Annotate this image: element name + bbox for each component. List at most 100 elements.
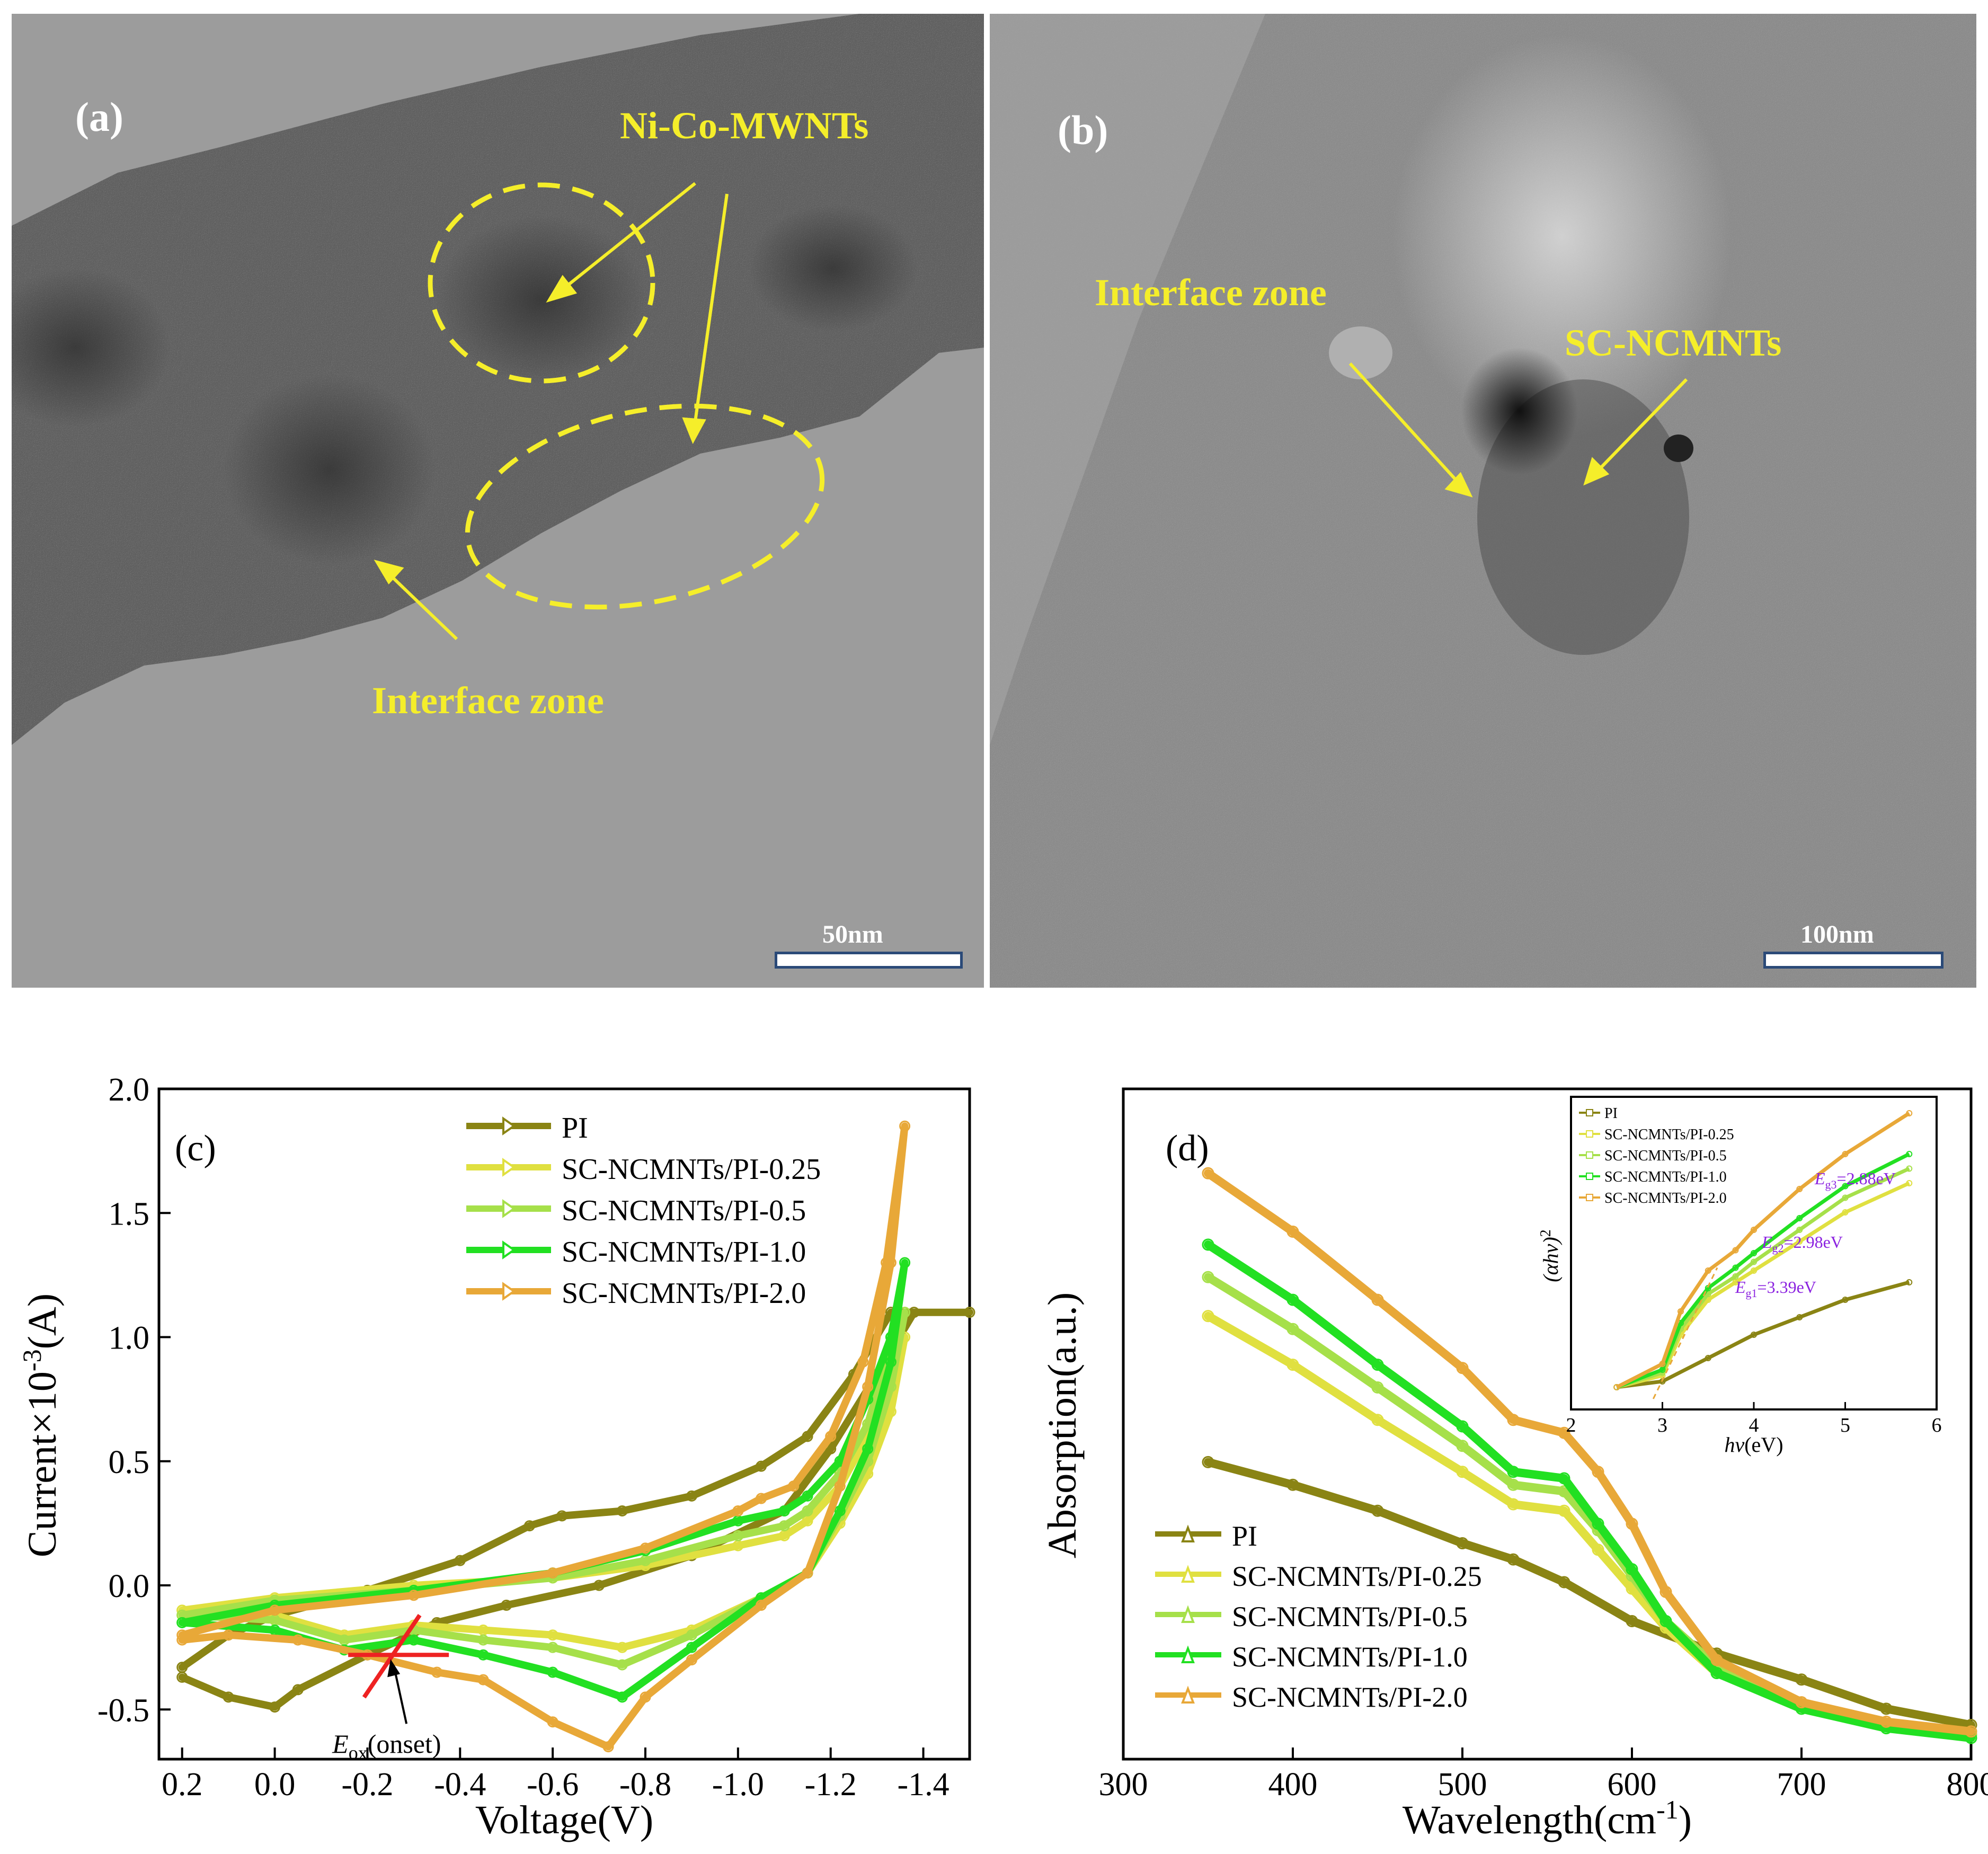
abs-point-sc-ncmnts-pi-0-25: [1558, 1504, 1570, 1517]
cv-point-sc-ncmnts-pi-2-0: [756, 1493, 767, 1504]
cv-point-pi: [593, 1580, 605, 1591]
inset-point-sc-ncmnts-pi-0-5: [1732, 1273, 1739, 1280]
inset-point-sc-ncmnts-pi-2-0: [1751, 1227, 1757, 1233]
inset-legend-marker: [1586, 1194, 1593, 1201]
abs-point-sc-ncmnts-pi-2-0: [1456, 1362, 1469, 1374]
cv-point-sc-ncmnts-pi-1-0: [477, 1649, 489, 1661]
cv-point-pi: [176, 1671, 188, 1683]
cv-point-sc-ncmnts-pi-1-0: [802, 1490, 813, 1502]
cv-y-tick-label: 1.5: [109, 1196, 150, 1232]
abs-point-sc-ncmnts-pi-0-25: [1371, 1414, 1384, 1426]
bandgap-label: Eg2=2.98eV: [1761, 1232, 1843, 1255]
cv-y-tick-label: 2.0: [109, 1072, 150, 1108]
abs-series-sc-ncmnts-pi-1-0: [1204, 1240, 1975, 1742]
abs-point-sc-ncmnts-pi-2-0: [1286, 1226, 1299, 1238]
abs-point-pi: [1795, 1673, 1808, 1686]
inset-series-sc-ncmnts-pi-1-0: [1616, 1152, 1910, 1389]
tauc-inset: 2 3 4 5 6 PI SC-NCMNTs/PI-0.25 SC-NCMNTs/PI-0.…: [1538, 1096, 1942, 1457]
inset-point-sc-ncmnts-pi-2-0: [1732, 1247, 1739, 1254]
cv-point-sc-ncmnts-pi-2-0: [825, 1431, 837, 1442]
abs-point-pi: [1371, 1504, 1384, 1517]
abs-legend-marker: [1181, 1645, 1195, 1663]
inset-point-sc-ncmnts-pi-2-0: [1842, 1151, 1849, 1157]
scale-bar-label-b: 100nm: [1800, 920, 1874, 948]
cv-point-sc-ncmnts-pi-1-0: [885, 1356, 897, 1368]
bandgap-label: Eg3=2.88eV: [1814, 1169, 1896, 1191]
abs-point-sc-ncmnts-pi-1-0: [1558, 1472, 1570, 1485]
inset-point-pi: [1796, 1314, 1803, 1320]
cv-point-sc-ncmnts-pi-2-0: [292, 1634, 304, 1646]
eox-onset-label: Eox(onset): [332, 1729, 441, 1763]
inset-x-tick-label: 4: [1749, 1414, 1759, 1436]
cv-point-sc-ncmnts-pi-2-0: [802, 1567, 813, 1579]
eox-tail: (onset): [368, 1729, 441, 1759]
cv-point-pi: [686, 1490, 697, 1502]
inset-y-axis-title: (αhν)2: [1538, 1229, 1563, 1282]
abs-legend-marker: [1181, 1605, 1195, 1623]
cv-x-tick-label: -0.2: [341, 1767, 393, 1803]
abs-point-sc-ncmnts-pi-2-0: [1558, 1426, 1570, 1439]
inset-point-sc-ncmnts-pi-1-0: [1906, 1151, 1913, 1157]
inset-point-sc-ncmnts-pi-2-0: [1705, 1267, 1711, 1274]
inset-legend-marker: [1586, 1151, 1593, 1159]
inset-x-tick-label: 5: [1840, 1414, 1850, 1436]
cv-series-sc-ncmnts-pi-0-5: [178, 1308, 909, 1669]
abs-legend-label: PI: [1232, 1520, 1257, 1552]
bandgap-main: E: [1735, 1278, 1746, 1297]
cv-point-sc-ncmnts-pi-0-5: [547, 1642, 558, 1653]
abs-point-sc-ncmnts-pi-2-0: [1659, 1585, 1672, 1598]
cv-point-sc-ncmnts-pi-2-0: [899, 1120, 911, 1132]
cv-point-sc-ncmnts-pi-2-0: [477, 1674, 489, 1686]
bandgap-sub: g3: [1825, 1178, 1837, 1191]
cv-series-sc-ncmnts-pi-2-0: [178, 1122, 909, 1751]
abs-point-sc-ncmnts-pi-1-0: [1626, 1563, 1638, 1575]
cv-point-sc-ncmnts-pi-2-0: [732, 1505, 744, 1516]
cv-point-sc-ncmnts-pi-2-0: [176, 1634, 188, 1646]
cv-point-sc-ncmnts-pi-0-5: [686, 1629, 697, 1641]
bandgap-main: E: [1761, 1232, 1772, 1252]
cv-point-sc-ncmnts-pi-0-5: [616, 1659, 628, 1671]
abs-x-axis-title-exp: -1: [1656, 1795, 1679, 1824]
cv-y-tick-label: -0.5: [97, 1692, 149, 1728]
abs-x-axis-title: Wavelength(cm-1): [1403, 1795, 1692, 1842]
abs-y-axis-title: Absorption(a.u.): [1040, 1292, 1085, 1558]
eox-onset-annotation: Eox(onset): [332, 1613, 449, 1763]
inset-point-sc-ncmnts-pi-2-0: [1796, 1186, 1803, 1192]
scale-bar-b: [1763, 952, 1943, 969]
eox-main: E: [332, 1729, 349, 1759]
cv-point-sc-ncmnts-pi-2-0: [176, 1629, 188, 1641]
inset-legend-label: PI: [1604, 1105, 1618, 1122]
cv-point-sc-ncmnts-pi-1-0: [616, 1691, 628, 1703]
inset-point-pi: [1705, 1355, 1711, 1361]
abs-x-axis-title-prefix: Wavelength(cm: [1403, 1798, 1656, 1842]
cv-point-sc-ncmnts-pi-2-0: [269, 1604, 281, 1616]
abs-panel-label: (d): [1166, 1128, 1209, 1169]
abs-plot-frame: [1122, 1087, 1973, 1761]
cv-point-pi: [756, 1460, 767, 1472]
cv-point-sc-ncmnts-pi-1-0: [834, 1505, 846, 1516]
abs-point-sc-ncmnts-pi-1-0: [1592, 1518, 1604, 1530]
abs-point-pi: [1880, 1702, 1893, 1715]
onset-arrow: [393, 1665, 408, 1724]
abs-legend-label: SC-NCMNTs/PI-2.0: [1232, 1681, 1468, 1713]
bandgap-main: E: [1814, 1169, 1825, 1188]
cv-chart: -0.5 0.0 0.5 1.0 1.5 2.0 0.2 0.0 -0.2 -0.4 -0.6 -0…: [17, 1072, 975, 1842]
abs-point-sc-ncmnts-pi-2-0: [1965, 1725, 1977, 1738]
cv-point-sc-ncmnts-pi-2-0: [686, 1654, 697, 1666]
abs-point-pi: [1507, 1553, 1520, 1566]
cv-y-axis-title-prefix: Current×10: [20, 1371, 65, 1557]
inset-y-main: (αhν): [1539, 1237, 1563, 1282]
abs-x-tick-label: 500: [1438, 1767, 1487, 1803]
abs-x-tick-label: 400: [1268, 1767, 1318, 1803]
cv-point-sc-ncmnts-pi-1-0: [778, 1505, 790, 1516]
abs-legend: PI SC-NCMNTs/PI-0.25 SC-NCMNTs/PI-0.5 SC-NC…: [1155, 1520, 1482, 1713]
abs-legend-label: SC-NCMNTs/PI-0.25: [1232, 1560, 1482, 1592]
abs-x-tick-label: 800: [1947, 1767, 1988, 1803]
abs-point-sc-ncmnts-pi-2-0: [1592, 1466, 1604, 1478]
inset-point-sc-ncmnts-pi-1-0: [1842, 1183, 1849, 1190]
abs-series-sc-ncmnts-pi-2-0: [1204, 1169, 1975, 1736]
eox-sub: ox: [349, 1742, 368, 1763]
inset-legend-marker: [1586, 1130, 1593, 1138]
cv-point-sc-ncmnts-pi-0-5: [477, 1634, 489, 1646]
